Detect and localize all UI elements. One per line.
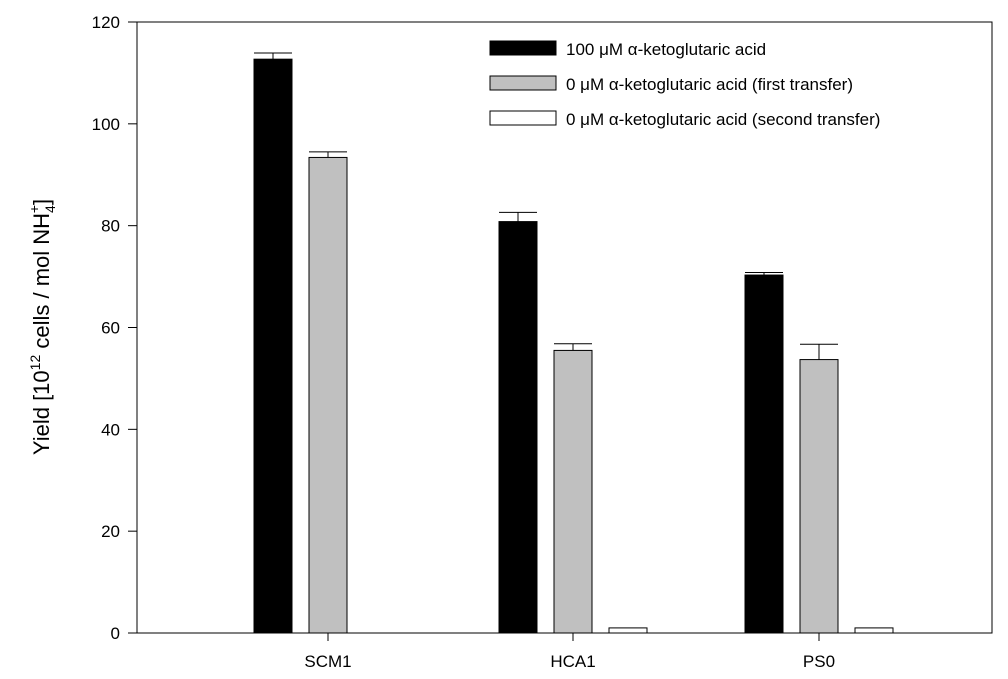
y-tick-label: 0	[111, 624, 120, 643]
y-axis-title-exponent: 12	[27, 355, 43, 371]
y-axis-title: Yield [1012 cells / mol NH4+]	[26, 199, 58, 455]
error-bars-layer	[254, 52, 838, 360]
legend: 100 μM α-ketoglutaric acid 0 μM α-ketoglu…	[489, 40, 880, 129]
x-axis: SCM1 HCA1 PS0	[304, 633, 835, 671]
bar-hca1-series-3	[608, 627, 648, 634]
y-tick-label: 40	[101, 420, 120, 439]
y-tick-label: 60	[101, 319, 120, 338]
y-axis-title-middle: cells / mol NH	[29, 213, 54, 355]
x-tick-label: SCM1	[304, 652, 351, 671]
bar-scm1-series-1	[253, 58, 293, 634]
bar-ps0-series-1	[744, 274, 784, 634]
bar-hca1-series-2	[553, 349, 593, 634]
y-tick-label: 120	[92, 13, 120, 32]
bar-ps0-series-2	[799, 359, 839, 634]
y-axis-title-subscript: 4	[42, 205, 58, 213]
legend-label: 0 μM α-ketoglutaric acid (first transfer…	[566, 75, 853, 94]
x-tick-label: PS0	[803, 652, 835, 671]
y-tick-label: 20	[101, 522, 120, 541]
legend-label: 100 μM α-ketoglutaric acid	[566, 40, 766, 59]
bar-scm1-series-2	[308, 156, 348, 634]
y-axis-title-suffix: ]	[29, 199, 54, 205]
y-axis-title-superscript: +	[26, 205, 42, 213]
legend-swatch	[489, 75, 557, 91]
bar-hca1-series-1	[498, 221, 538, 634]
y-axis: 0 20 40 60 80 100 120	[92, 13, 137, 643]
x-tick-label: HCA1	[550, 652, 595, 671]
legend-swatch	[489, 40, 557, 56]
legend-label: 0 μM α-ketoglutaric acid (second transfe…	[566, 110, 880, 129]
y-tick-label: 80	[101, 217, 120, 236]
bar-ps0-series-3	[854, 627, 894, 634]
y-axis-title-prefix: Yield [10	[29, 370, 54, 455]
y-tick-label: 100	[92, 115, 120, 134]
legend-swatch	[489, 110, 557, 126]
